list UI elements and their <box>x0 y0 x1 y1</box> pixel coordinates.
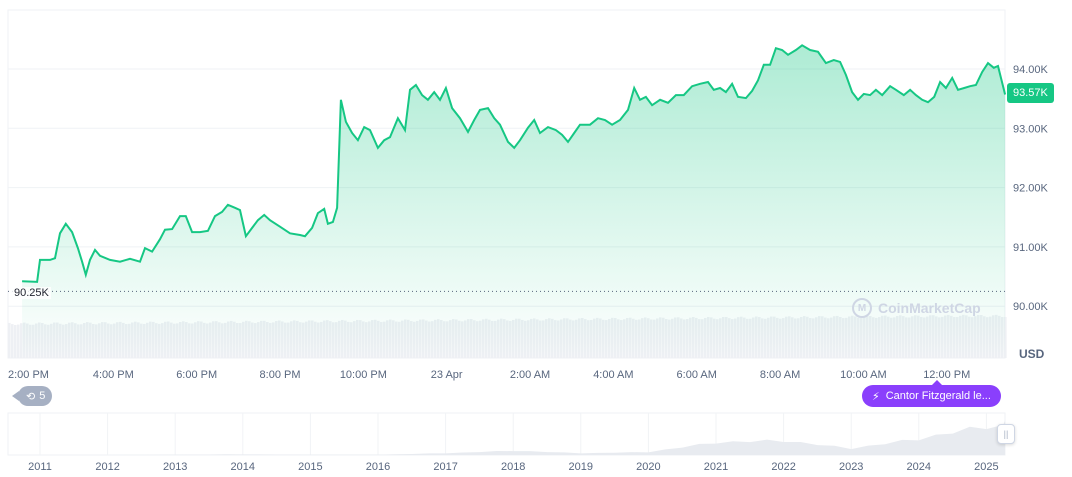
current-price-badge: 93.57K <box>1007 83 1054 103</box>
navigator-year-label: 2023 <box>839 461 863 473</box>
news-button[interactable]: ⚡︎ Cantor Fitzgerald le... <box>862 380 1001 407</box>
navigator-handle[interactable]: || <box>997 424 1015 444</box>
y-tick-label: 94.00K <box>1013 64 1049 76</box>
y-tick-label: 93.00K <box>1013 123 1049 135</box>
x-tick-label: 4:00 AM <box>593 369 633 381</box>
navigator-year-label: 2017 <box>433 461 457 473</box>
x-tick-label: 6:00 PM <box>176 369 217 381</box>
navigator-year-label: 2014 <box>231 461 255 473</box>
x-tick-label: 4:00 PM <box>93 369 134 381</box>
navigator-year-label: 2012 <box>95 461 119 473</box>
price-area <box>22 45 1006 359</box>
news-label: Cantor Fitzgerald le... <box>885 390 991 402</box>
volume-bar <box>17 324 20 358</box>
navigator-year-label: 2024 <box>907 461 931 473</box>
x-tick-label: 10:00 PM <box>340 369 387 381</box>
volume-bar <box>11 324 14 358</box>
history-button[interactable]: ⟲ 5 <box>11 386 53 406</box>
y-tick-label: 91.00K <box>1013 242 1049 254</box>
volume-bar <box>1004 316 1007 358</box>
navigator-year-label: 2016 <box>366 461 390 473</box>
x-tick-label: 8:00 PM <box>260 369 301 381</box>
low-price-label: 90.25K <box>12 287 51 299</box>
x-tick-label: 2:00 PM <box>8 369 49 381</box>
lightning-icon: ⚡︎ <box>872 390 880 403</box>
navigator-year-label: 2011 <box>28 461 52 473</box>
navigator-year-label: 2019 <box>569 461 593 473</box>
y-tick-label: 90.00K <box>1013 301 1049 313</box>
x-tick-label: 10:00 AM <box>840 369 886 381</box>
x-tick-label: 23 Apr <box>431 369 463 381</box>
x-tick-label: 8:00 AM <box>760 369 800 381</box>
history-count: 5 <box>39 390 46 402</box>
x-tick-label: 12:00 PM <box>923 369 970 381</box>
currency-label: USD <box>1019 347 1045 361</box>
volume-bar <box>14 325 17 358</box>
navigator-year-label: 2020 <box>636 461 660 473</box>
navigator-year-label: 2018 <box>501 461 525 473</box>
y-tick-label: 92.00K <box>1013 183 1049 195</box>
watermark-text: CoinMarketCap <box>878 300 981 316</box>
history-icon: ⟲ <box>26 390 36 403</box>
x-tick-label: 2:00 AM <box>510 369 550 381</box>
volume-bar <box>20 323 23 358</box>
navigator-year-label: 2022 <box>771 461 795 473</box>
navigator-year-label: 2015 <box>298 461 322 473</box>
navigator-year-label: 2013 <box>163 461 187 473</box>
navigator-area <box>8 420 1005 455</box>
navigator-year-label: 2025 <box>974 461 998 473</box>
coinmarketcap-logo-icon: M <box>852 298 872 318</box>
x-tick-label: 6:00 AM <box>677 369 717 381</box>
volume-bar <box>8 322 11 358</box>
watermark: M CoinMarketCap <box>852 298 981 318</box>
price-line <box>22 44 1007 283</box>
navigator-year-label: 2021 <box>704 461 728 473</box>
